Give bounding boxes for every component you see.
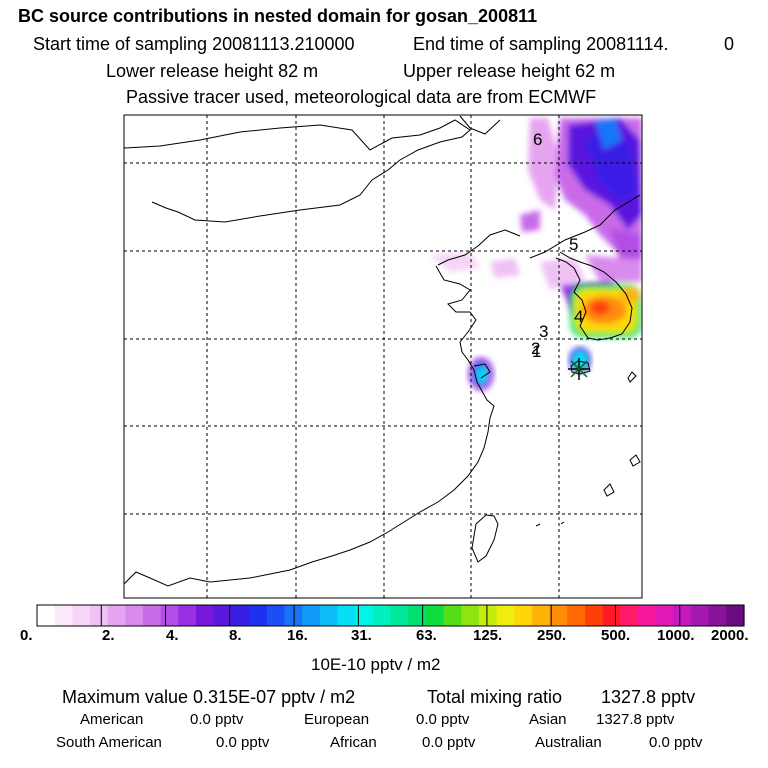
american-label: American <box>80 711 144 728</box>
colorbar-swatch <box>514 605 533 626</box>
graticule <box>124 115 642 598</box>
colorbar-swatch <box>461 605 480 626</box>
colorbar-tick: 500. <box>601 627 631 644</box>
asian-label: Asian <box>529 711 567 728</box>
colorbar-tick: 125. <box>473 627 503 644</box>
colorbar-swatch <box>443 605 462 626</box>
receptor-marker-icon <box>568 358 590 380</box>
colorbar-tick: 2000. <box>711 627 749 644</box>
trajectory-label-3: 3 <box>539 322 548 341</box>
colorbar-swatch <box>355 605 374 626</box>
colorbar-swatch <box>337 605 356 626</box>
colorbar-tick: 0. <box>20 627 33 644</box>
american-value: 0.0 pptv <box>190 711 244 728</box>
european-label: European <box>304 711 370 728</box>
colorbar-tick: 8. <box>229 627 242 644</box>
trajectory-label-2: 2 <box>531 339 540 358</box>
colorbar-tick: 16. <box>287 627 308 644</box>
total-mixing-ratio-value: 1327.8 pptv <box>601 687 696 707</box>
colorbar-swatch <box>90 605 109 626</box>
colorbar-tick: 63. <box>416 627 437 644</box>
colorbar-swatch <box>655 605 674 626</box>
end-time-value: 0 <box>724 34 735 54</box>
colorbar-swatch <box>231 605 250 626</box>
european-value: 0.0 pptv <box>416 711 470 728</box>
colorbar <box>37 605 745 626</box>
australian-label: Australian <box>535 734 602 751</box>
trajectory-label-4: 4 <box>574 307 583 326</box>
colorbar-swatch <box>549 605 568 626</box>
colorbar-swatch <box>72 605 91 626</box>
colorbar-swatch <box>726 605 745 626</box>
colorbar-swatch <box>107 605 126 626</box>
colorbar-swatch <box>425 605 445 626</box>
colorbar-swatch <box>620 605 639 626</box>
colorbar-swatch <box>637 605 657 626</box>
end-time-label: End time of sampling 20081114. <box>413 34 669 54</box>
colorbar-frame <box>36 604 745 627</box>
south-american-value: 0.0 pptv <box>216 734 270 751</box>
lower-release-height: Lower release height 82 m <box>106 61 319 81</box>
trajectory-label-6: 6 <box>533 130 542 149</box>
colorbar-swatch <box>584 605 604 626</box>
colorbar-swatch <box>213 605 233 626</box>
colorbar-swatch <box>196 605 215 626</box>
colorbar-swatch <box>266 605 286 626</box>
total-mixing-ratio-label: Total mixing ratio <box>427 687 563 707</box>
colorbar-unit: 10E-10 pptv / m2 <box>311 655 441 674</box>
colorbar-swatch <box>178 605 197 626</box>
colorbar-swatch <box>496 605 515 626</box>
colorbar-swatch <box>54 605 73 626</box>
colorbar-swatch <box>567 605 586 626</box>
tracer-note: Passive tracer used, meteorological data… <box>126 87 597 107</box>
maximum-value: Maximum value 0.315E-07 pptv / m2 <box>62 687 356 707</box>
colorbar-swatch <box>708 605 727 626</box>
coastlines <box>124 115 641 587</box>
map-frame <box>123 114 643 599</box>
upper-release-height: Upper release height 62 m <box>403 61 616 81</box>
colorbar-swatch <box>125 605 144 626</box>
african-label: African <box>330 734 377 751</box>
colorbar-swatch <box>37 605 56 626</box>
colorbar-swatch <box>372 605 392 626</box>
south-american-label: South American <box>56 734 162 751</box>
australian-value: 0.0 pptv <box>649 734 703 751</box>
colorbar-swatch <box>602 605 621 626</box>
start-time-label: Start time of sampling 20081113.210000 <box>33 34 355 54</box>
colorbar-swatch <box>302 605 321 626</box>
colorbar-swatch <box>143 605 162 626</box>
colorbar-tick: 1000. <box>657 627 695 644</box>
colorbar-tick: 2. <box>102 627 115 644</box>
colorbar-swatch <box>160 605 180 626</box>
colorbar-tick: 250. <box>537 627 567 644</box>
colorbar-tick: 4. <box>166 627 179 644</box>
colorbar-tick: 31. <box>351 627 372 644</box>
trajectory-label-5: 5 <box>569 235 578 254</box>
asian-value: 1327.8 pptv <box>596 711 675 728</box>
colorbar-swatch <box>673 605 692 626</box>
colorbar-swatch <box>690 605 710 626</box>
colorbar-swatch <box>408 605 427 626</box>
colorbar-swatch <box>531 605 551 626</box>
plot-title: BC source contributions in nested domain… <box>18 6 538 26</box>
colorbar-swatch <box>319 605 339 626</box>
contribution-field <box>430 118 642 391</box>
african-value: 0.0 pptv <box>422 734 476 751</box>
colorbar-swatch <box>249 605 268 626</box>
colorbar-swatch <box>390 605 409 626</box>
colorbar-swatch <box>478 605 498 626</box>
trajectory-label-1: 1 <box>532 342 541 361</box>
